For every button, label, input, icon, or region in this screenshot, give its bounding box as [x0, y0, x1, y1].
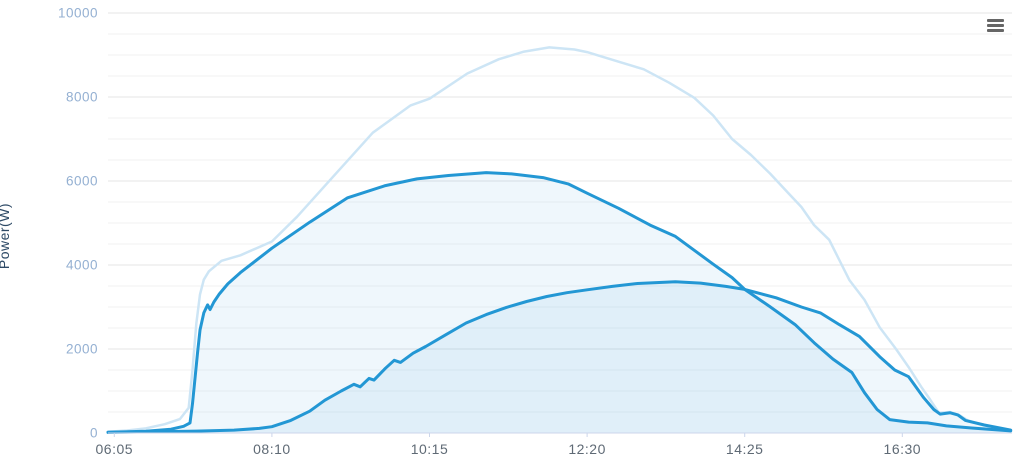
x-tick-label: 14:25: [726, 441, 764, 457]
x-tick-label: 16:30: [884, 441, 922, 457]
x-tick-label: 08:10: [253, 441, 291, 457]
y-axis-title: Power(W): [0, 202, 12, 270]
series-area-3: [108, 281, 1011, 433]
x-tick-label: 12:20: [568, 441, 606, 457]
y-tick-label: 10000: [58, 6, 98, 21]
y-tick-label: 6000: [66, 174, 98, 189]
x-tick-label: 10:15: [411, 441, 449, 457]
y-tick-label: 8000: [66, 90, 98, 105]
y-tick-label: 0: [90, 426, 98, 441]
y-tick-label: 2000: [66, 342, 98, 357]
chart-context-menu-button[interactable]: [982, 13, 1008, 37]
y-tick-label: 4000: [66, 258, 98, 273]
series-line-3: [106, 280, 1013, 434]
x-tick-label: 06:05: [96, 441, 134, 457]
series-line-1: [106, 46, 1012, 433]
series-line-2: [106, 171, 1013, 434]
hamburger-menu-icon: [986, 18, 1004, 32]
series-area-2: [108, 172, 1011, 433]
